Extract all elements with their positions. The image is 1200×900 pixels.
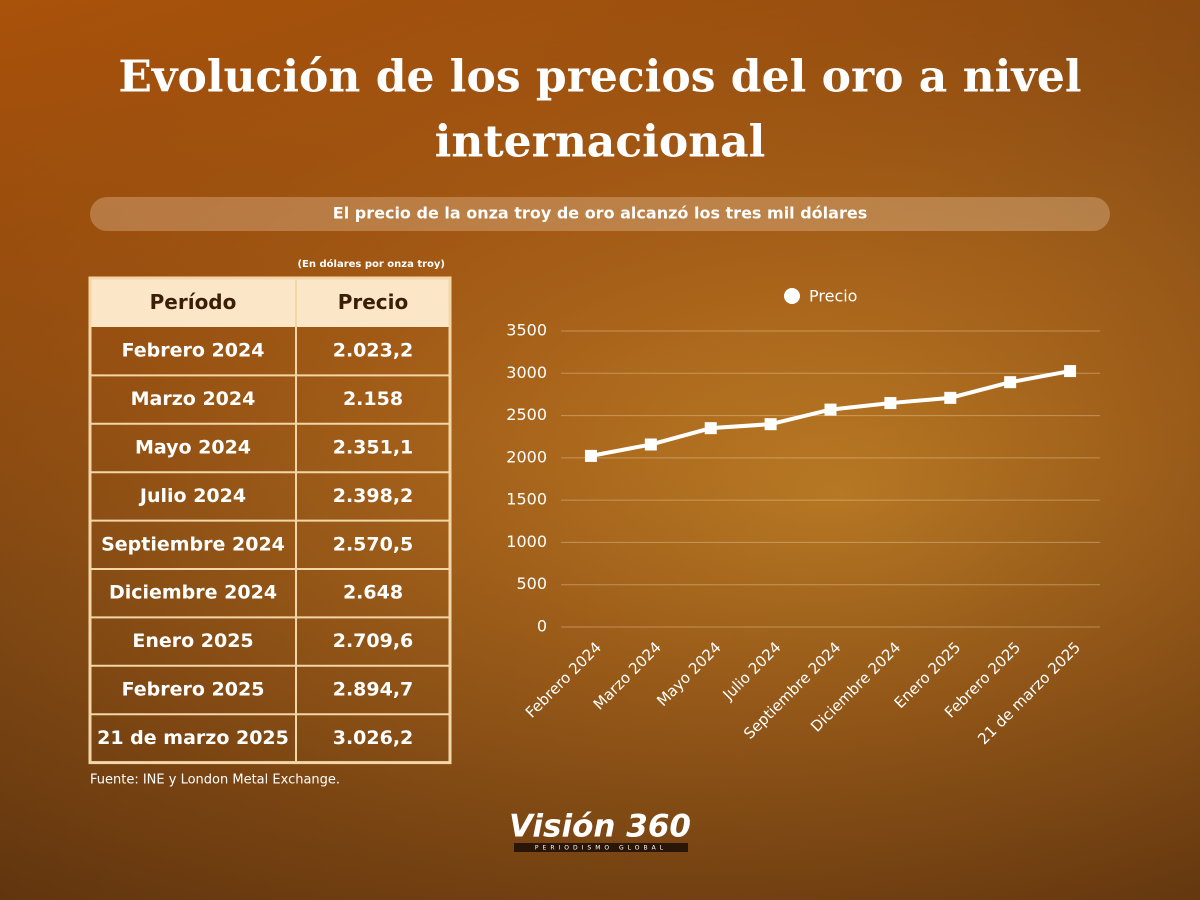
- table-cell: Mayo 2024: [135, 437, 251, 459]
- table-cell: Diciembre 2024: [109, 582, 277, 604]
- point: [584, 449, 597, 462]
- table-cell: Julio 2024: [138, 485, 246, 507]
- y-tick-label: 1500: [506, 490, 547, 509]
- table-cell: 2.158: [343, 388, 403, 410]
- table-cell: 21 de marzo 2025: [97, 727, 289, 749]
- logo-bar: [514, 843, 688, 852]
- y-tick-label: 2500: [506, 405, 547, 424]
- point: [824, 403, 837, 416]
- subtitle-pill: [90, 197, 1110, 231]
- table-cell: 2.351,1: [333, 437, 414, 459]
- title: Evolución de los precios del oro a nivel: [118, 52, 1081, 103]
- point: [944, 391, 957, 404]
- table-cell: 2.894,7: [333, 679, 414, 701]
- table-cell: Febrero 2024: [122, 340, 265, 362]
- x-tick-label: 21 de marzo 2025: [974, 638, 1084, 748]
- logo: Visión 360: [509, 809, 691, 845]
- table-header-bg: [90, 278, 450, 327]
- table-cell: 2.709,6: [333, 630, 414, 652]
- y-tick-label: 3000: [506, 363, 547, 382]
- logo-tagline: PERIODISMO GLOBAL: [535, 845, 667, 852]
- legend-label: Precio: [809, 287, 857, 306]
- point: [764, 418, 777, 431]
- point: [644, 438, 657, 451]
- table-header: Precio: [338, 290, 409, 314]
- y-tick-label: 500: [516, 574, 547, 593]
- table-cell: Febrero 2025: [122, 679, 265, 701]
- table-cell: Septiembre 2024: [101, 533, 285, 555]
- table-cell: 2.023,2: [333, 340, 414, 362]
- subtitle: El precio de la onza troy de oro alcanzó…: [333, 204, 867, 223]
- x-tick-label: Febrero 2024: [522, 638, 605, 721]
- table-header: Período: [150, 290, 237, 314]
- point: [1004, 376, 1017, 389]
- title: internacional: [435, 117, 766, 168]
- table-note: (En dólares por onza troy): [297, 258, 445, 270]
- point: [884, 397, 897, 410]
- y-tick-label: 3500: [506, 321, 547, 340]
- table-cell: Marzo 2024: [131, 388, 256, 410]
- y-tick-label: 1000: [506, 532, 547, 551]
- point: [704, 422, 717, 435]
- y-tick-label: 2000: [506, 447, 547, 466]
- table-cell: 3.026,2: [333, 727, 414, 749]
- table-cell: Enero 2025: [132, 630, 253, 652]
- table-cell: 2.570,5: [333, 533, 414, 555]
- table-cell: 2.648: [343, 582, 403, 604]
- table-border: [88, 276, 452, 765]
- x-tick-label: Mayo 2024: [653, 638, 725, 710]
- point: [1064, 365, 1077, 378]
- source: Fuente: INE y London Metal Exchange.: [90, 773, 340, 788]
- y-tick-label: 0: [537, 617, 547, 636]
- legend-marker: [784, 288, 800, 304]
- table-cell: 2.398,2: [333, 485, 414, 507]
